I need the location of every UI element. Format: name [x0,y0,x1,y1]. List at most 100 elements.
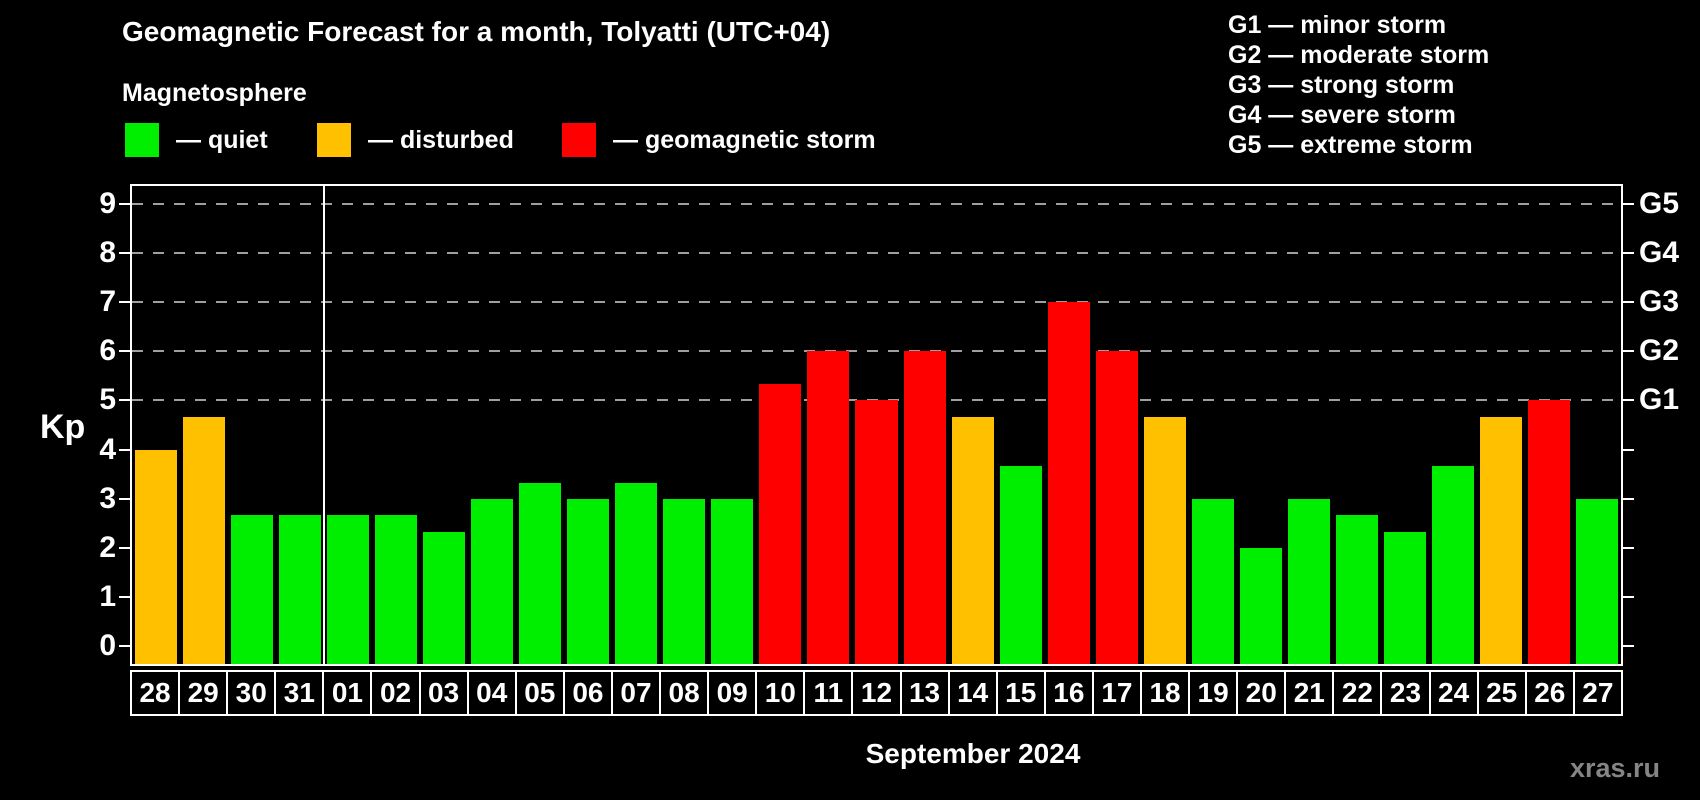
kp-bar-30 [231,515,274,664]
day-label-cell-30: 30 [228,672,277,714]
y-axis-tick-right [1623,497,1634,500]
kp-bar-13 [903,351,946,664]
g-axis-label-G2: G2 [1639,334,1680,368]
y-axis-tick-left [119,301,130,304]
gridline-kp7 [132,301,1621,304]
month-separator-line [323,186,326,664]
kp-status-legend: — quiet — disturbed — geomagnetic storm [0,120,1100,160]
legend-label-storm: — geomagnetic storm [613,125,876,154]
kp-bar-17 [1095,351,1138,664]
day-label-cell-31: 31 [276,672,325,714]
y-axis-tick-right [1623,350,1634,353]
y-axis-tick-right [1623,645,1634,648]
y-axis-tick-left [119,350,130,353]
y-axis-label-8: 8 [99,235,116,269]
kp-bar-25 [1479,416,1522,664]
day-label-cell-26: 26 [1527,672,1575,714]
day-label-cell-11: 11 [805,672,854,714]
g-legend-line-5: G5 — extreme storm [1228,131,1473,159]
kp-bar-22 [1335,515,1378,664]
g-legend-line-1: G1 — minor storm [1228,11,1447,39]
kp-bar-27 [1575,498,1618,664]
y-axis-label-2: 2 [99,530,116,564]
kp-bar-10 [759,384,802,664]
gridline-kp9 [132,202,1621,205]
kp-bar-08 [663,498,706,664]
y-axis-tick-left [119,645,130,648]
page-title: Geomagnetic Forecast for a month, Tolyat… [122,16,831,47]
y-axis-tick-right [1623,399,1634,402]
day-label-cell-16: 16 [1046,672,1094,714]
y-axis-tick-right [1623,596,1634,599]
kp-bar-04 [471,498,514,664]
kp-bar-14 [951,416,994,664]
y-axis-label-4: 4 [99,432,116,466]
legend-label-quiet: — quiet [176,125,268,154]
y-axis-tick-right [1623,546,1634,549]
day-label-cell-14: 14 [950,672,998,714]
kp-bar-24 [1431,465,1474,664]
day-label-cell-02: 02 [372,672,421,714]
day-label-cell-19: 19 [1190,672,1239,714]
kp-axis-title: Kp [40,408,86,446]
y-axis-tick-left [119,497,130,500]
kp-bar-07 [615,482,658,664]
legend-swatch-quiet-icon [125,123,159,157]
day-label-cell-22: 22 [1334,672,1383,714]
y-axis-label-0: 0 [99,629,116,663]
g-axis-label-G5: G5 [1639,186,1680,220]
y-axis-label-6: 6 [99,334,116,368]
kp-bar-15 [999,465,1042,664]
g-axis-label-G3: G3 [1639,285,1680,319]
day-label-cell-04: 04 [469,672,517,714]
kp-bar-02 [375,515,418,664]
day-label-cell-07: 07 [613,672,662,714]
day-label-cell-03: 03 [421,672,469,714]
y-axis-label-3: 3 [99,481,116,515]
g-legend-line-4: G4 — severe storm [1228,101,1456,129]
kp-bar-11 [807,351,850,664]
kp-bar-16 [1047,302,1090,664]
g-scale-legend: G1 — minor storm G2 — moderate storm G3 — … [1228,10,1489,160]
y-axis-tick-left [119,399,130,402]
g-legend-line-2: G2 — moderate storm [1228,41,1490,69]
day-label-cell-27: 27 [1582,677,1614,708]
y-axis-label-7: 7 [99,285,116,319]
day-label-cell-12: 12 [853,672,902,714]
day-label-cell-24: 24 [1431,672,1479,714]
kp-bar-26 [1527,400,1570,664]
kp-bar-05 [519,482,562,664]
kp-bar-23 [1383,531,1426,664]
kp-bar-12 [855,400,898,664]
day-label-cell-23: 23 [1382,672,1431,714]
y-axis-tick-left [119,251,130,254]
day-label-cell-25: 25 [1479,672,1527,714]
day-label-cell-08: 08 [661,672,710,714]
y-axis-tick-left [119,202,130,205]
day-label-cell-01: 01 [324,672,373,714]
kp-bar-21 [1287,498,1330,664]
y-axis-label-9: 9 [99,186,116,220]
day-labels-row: 28 29 30 31 01 02 03 04 05 06 07 08 09 10 11 12 13 14 15 16… [130,670,1623,716]
kp-bar-31 [279,515,322,664]
x-axis-title: September 2024 [865,738,1081,769]
legend-swatch-disturbed-icon [317,123,351,157]
kp-bar-29 [183,416,226,664]
day-label-cell-28: 28 [132,672,181,714]
day-label-cell-17: 17 [1094,672,1142,714]
kp-bar-01 [327,515,370,664]
day-label-cell-15: 15 [998,672,1046,714]
day-label-cell-13: 13 [902,672,950,714]
g-legend-line-3: G3 — strong storm [1228,71,1455,99]
legend-label-disturbed: — disturbed [368,125,514,154]
legend-item-storm: — geomagnetic storm [562,120,876,160]
y-axis-tick-right [1623,202,1634,205]
legend-item-quiet: — quiet [125,120,268,160]
day-label-cell-09: 09 [709,672,758,714]
legend-item-disturbed: — disturbed [317,120,514,160]
watermark-xras: xras.ru [1569,753,1660,783]
day-label-cell-18: 18 [1142,672,1191,714]
kp-bar-06 [567,498,610,664]
day-label-cell-10: 10 [757,672,806,714]
